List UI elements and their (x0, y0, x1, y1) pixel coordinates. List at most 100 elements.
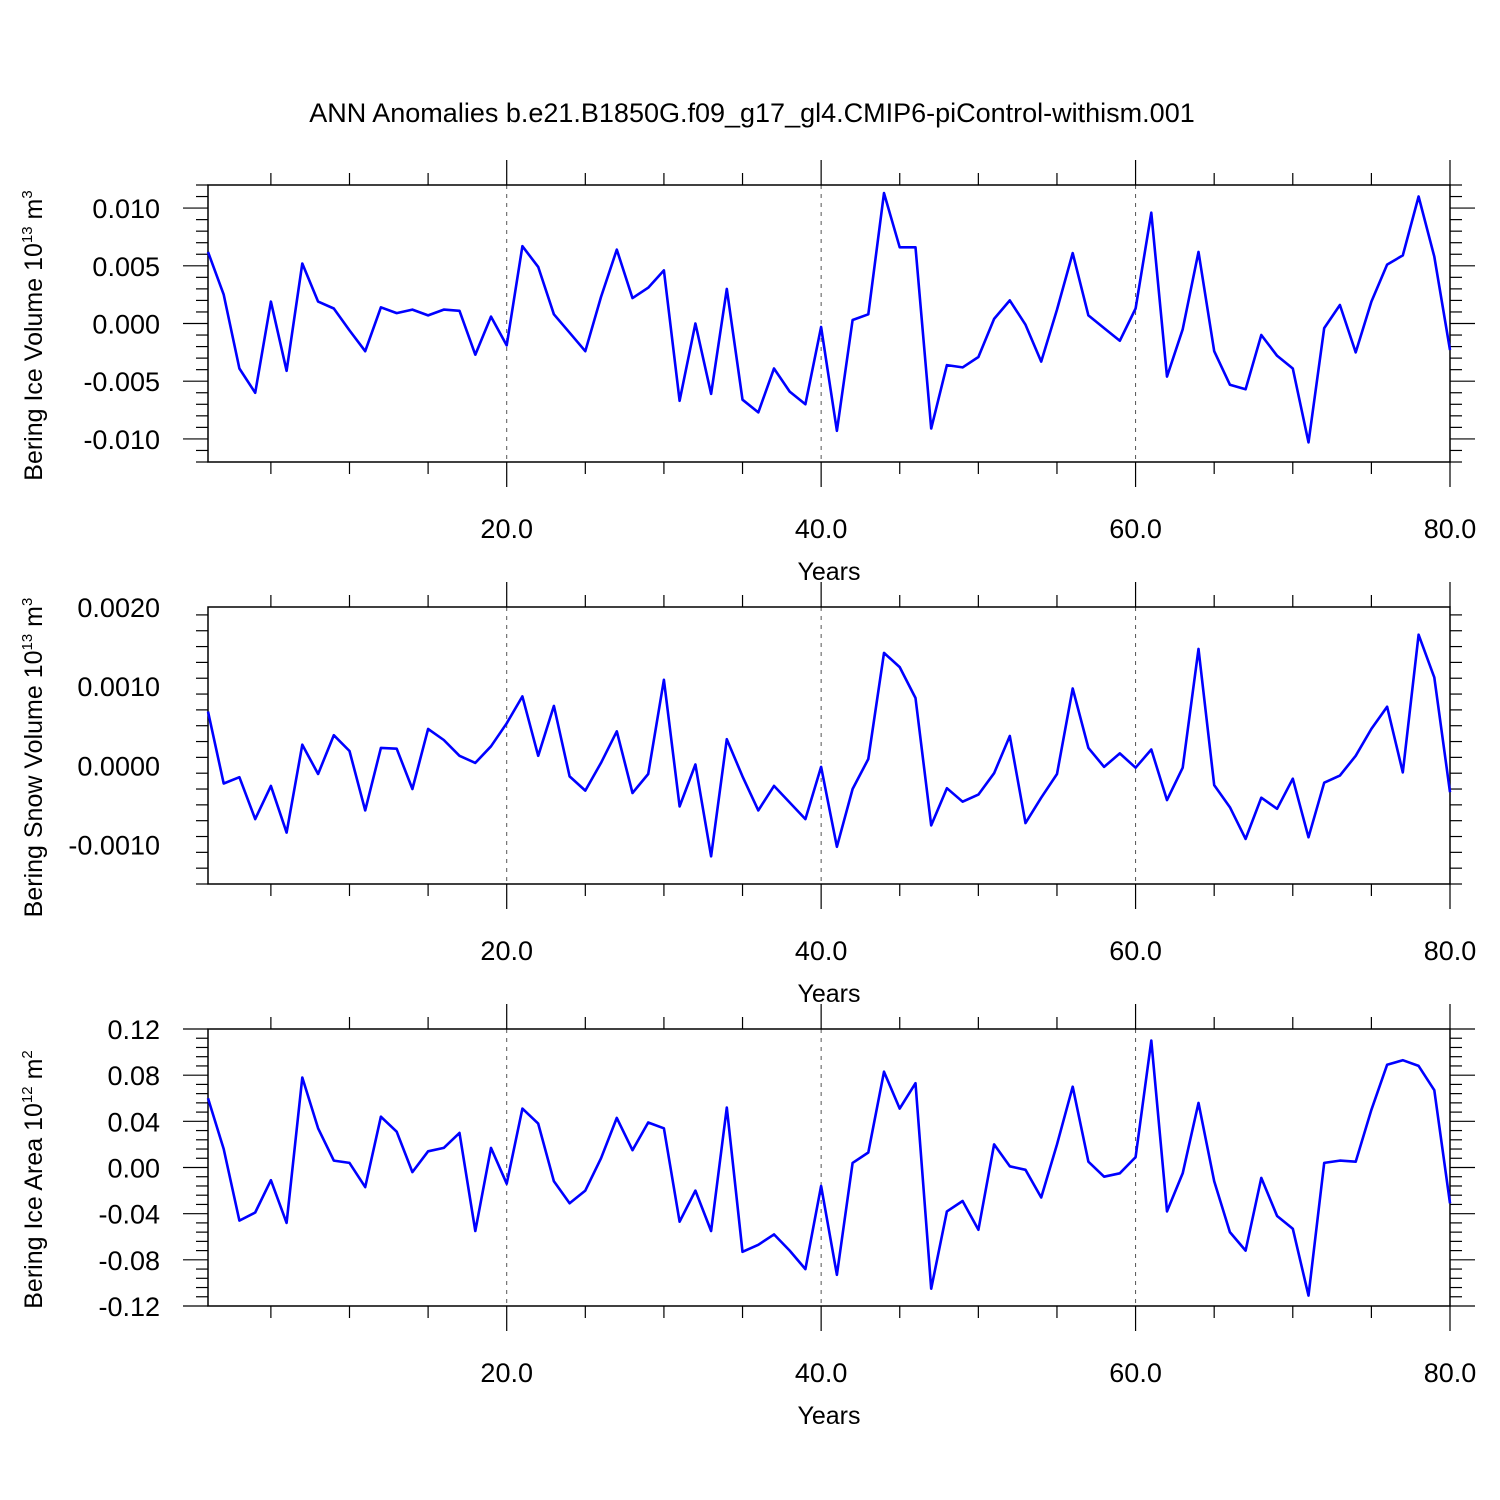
data-point (1229, 383, 1232, 386)
data-point (757, 411, 760, 414)
y-tick-label: -0.08 (98, 1246, 160, 1276)
data-point (348, 750, 351, 753)
x-tick-label: 40.0 (795, 1358, 848, 1388)
data-point (1386, 263, 1389, 266)
data-point (395, 312, 398, 315)
data-point (993, 1143, 996, 1146)
data-point (820, 766, 823, 769)
data-point (1402, 254, 1405, 257)
data-point (710, 855, 713, 858)
data-point (993, 318, 996, 321)
data-point (222, 1148, 225, 1151)
data-point (851, 319, 854, 322)
data-point (867, 1151, 870, 1154)
y-tick-label: 0.0010 (77, 672, 160, 702)
data-point (726, 288, 729, 291)
data-point (238, 367, 241, 370)
x-tick-label: 60.0 (1109, 1358, 1162, 1388)
data-point (1229, 1231, 1232, 1234)
x-tick-label: 20.0 (480, 1358, 533, 1388)
data-point (1008, 299, 1011, 302)
x-axis-label: Years (797, 1402, 860, 1430)
data-point (1150, 748, 1153, 751)
data-point (1134, 1156, 1137, 1159)
data-point (1056, 1143, 1059, 1146)
data-point (458, 1132, 461, 1135)
data-point (1134, 766, 1137, 769)
data-point (254, 391, 257, 394)
data-point (851, 1162, 854, 1165)
data-point (977, 356, 980, 359)
data-point (380, 747, 383, 750)
chart-title: ANN Anomalies b.e21.B1850G.f09_g17_gl4.C… (309, 98, 1194, 128)
data-point (458, 754, 461, 757)
data-point (977, 1229, 980, 1232)
y-axis-label: Bering Ice Area 1012 m2 (19, 1050, 48, 1309)
data-point (1370, 300, 1373, 303)
data-point (1008, 1165, 1011, 1168)
series-line (206, 633, 1452, 858)
data-point (1229, 806, 1232, 809)
data-point (1056, 308, 1059, 311)
data-point (1339, 1159, 1342, 1162)
data-point (1166, 375, 1169, 378)
data-point (1417, 1065, 1420, 1068)
data-point (1244, 1249, 1247, 1252)
data-point (1071, 1085, 1074, 1088)
data-point (788, 801, 791, 804)
data-point (1134, 307, 1137, 310)
data-point (1433, 1089, 1436, 1092)
data-point (1181, 766, 1184, 769)
data-point (301, 743, 304, 746)
data-point (1323, 327, 1326, 330)
data-point (1087, 314, 1090, 317)
data-point (427, 728, 430, 731)
data-point (1087, 747, 1090, 750)
series-line (206, 191, 1452, 444)
data-point (285, 370, 288, 373)
data-point (600, 1157, 603, 1160)
data-point (1370, 728, 1373, 731)
data-point (1449, 349, 1452, 352)
data-point (332, 1159, 335, 1162)
data-point (615, 730, 618, 733)
data-point (1213, 350, 1216, 353)
data-point (411, 308, 414, 311)
data-point (254, 818, 257, 821)
data-point (615, 248, 618, 251)
data-point (1276, 1215, 1279, 1218)
data-point (1417, 195, 1420, 198)
data-point (332, 734, 335, 737)
data-point (773, 367, 776, 370)
data-point (568, 1202, 571, 1205)
data-point (836, 846, 839, 849)
data-point (663, 679, 666, 682)
data-point (1323, 781, 1326, 784)
x-tick-label: 80.0 (1424, 1358, 1477, 1388)
data-point (348, 329, 351, 332)
data-point (1260, 334, 1263, 337)
data-point (615, 1117, 618, 1120)
data-point (741, 1250, 744, 1253)
data-point (568, 775, 571, 778)
data-point (757, 1244, 760, 1247)
plot-frame (207, 184, 1451, 463)
data-point (474, 762, 477, 765)
data-point (317, 300, 320, 303)
data-point (1071, 687, 1074, 690)
data-point (961, 800, 964, 803)
data-point (600, 296, 603, 299)
data-point (1197, 648, 1200, 651)
data-point (1040, 360, 1043, 363)
data-point (647, 773, 650, 776)
data-point (490, 745, 493, 748)
data-point (285, 831, 288, 834)
data-point (364, 1186, 367, 1189)
data-point (898, 246, 901, 249)
data-point (1402, 1059, 1405, 1062)
data-point (883, 1070, 886, 1073)
y-tick-label: -0.010 (83, 425, 160, 455)
y-axis-label: Bering Ice Volume 1013 m3 (19, 190, 48, 480)
data-point (977, 793, 980, 796)
data-point (694, 763, 697, 766)
